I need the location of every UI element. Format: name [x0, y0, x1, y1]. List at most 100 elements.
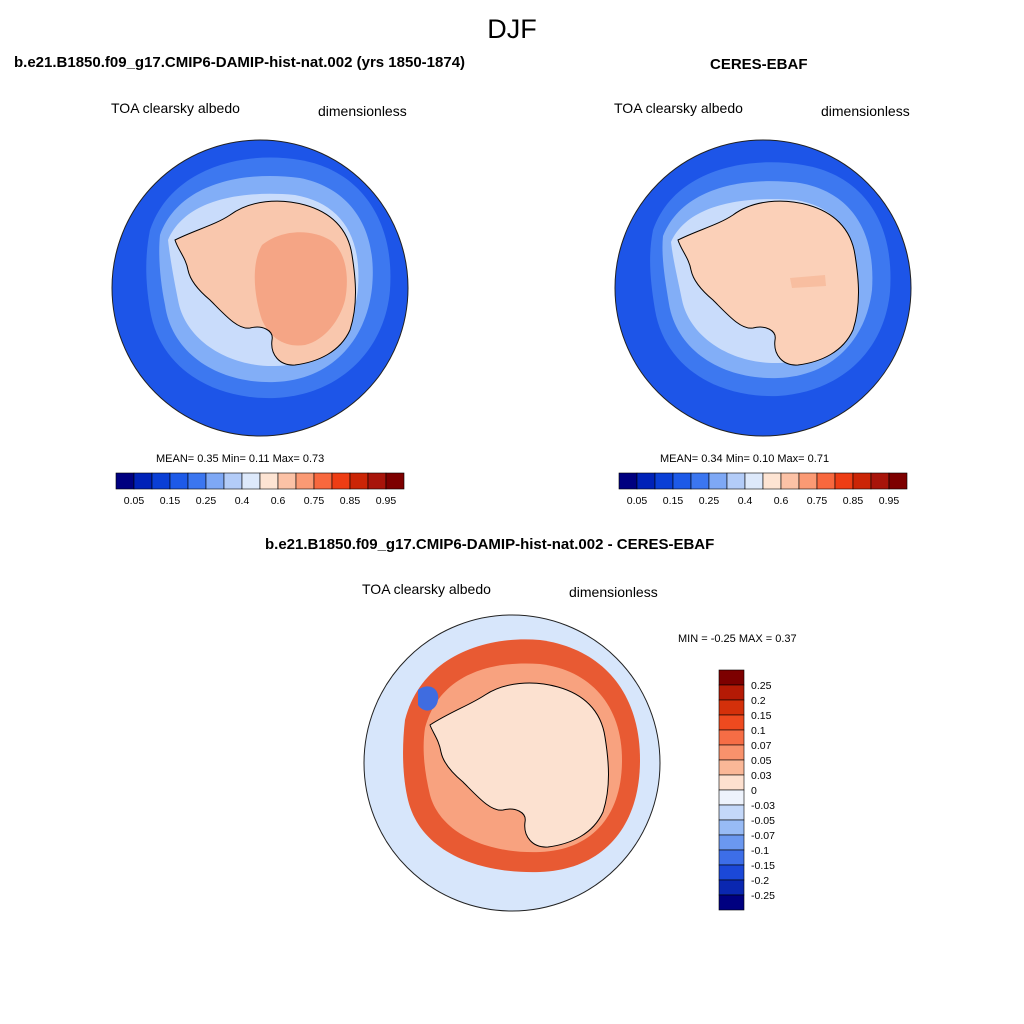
- diff-colorbar-swatch-12: [718, 849, 745, 866]
- diff-colorbar-swatch-3: [718, 714, 745, 731]
- diff-colorbar-swatch-4: [718, 729, 745, 746]
- diff-colorbar-tick-label-5: 0.05: [751, 755, 772, 767]
- panel1-map-border: [111, 139, 409, 437]
- panel2-colorbar-swatch-13: [852, 472, 872, 490]
- panel2-colorbar: 0.05 0.15 0.25 0.4 0.6 0.75 0.85 0.95: [618, 472, 908, 507]
- panel1-case-title: b.e21.B1850.f09_g17.CMIP6-DAMIP-hist-nat…: [14, 54, 466, 71]
- panel1-colorbar-swatch-15: [385, 472, 405, 490]
- diff-colorbar-tick-label-7: 0: [751, 785, 757, 797]
- panel2-coastline: [677, 200, 859, 366]
- panel1-colorbar-tick-label-4: 0.6: [271, 495, 286, 507]
- panel2-units-label: dimensionless: [821, 103, 910, 119]
- panel2-colorbar-swatch-2: [654, 472, 674, 490]
- panel1-colorbar-tick-label-1: 0.15: [160, 495, 181, 507]
- panel2-case-title: CERES-EBAF: [710, 56, 808, 73]
- panel2-plateau: [790, 275, 826, 288]
- panel1-colorbar-swatch-10: [295, 472, 315, 490]
- panel1-colorbar-swatch-5: [205, 472, 225, 490]
- diff-variable-label: TOA clearsky albedo: [362, 581, 491, 597]
- panel1-stats: MEAN= 0.35 Min= 0.11 Max= 0.73: [156, 453, 325, 465]
- diff-colorbar-tick-label-8: -0.03: [751, 800, 775, 812]
- panel2-colorbar-swatch-14: [870, 472, 890, 490]
- diff-colorbar-swatch-2: [718, 699, 745, 716]
- panel1-colorbar-tick-label-6: 0.85: [340, 495, 361, 507]
- panel2-colorbar-swatch-10: [798, 472, 818, 490]
- panel1-colorbar-swatch-0: [115, 472, 135, 490]
- panel1-colorbar-tick-label-2: 0.25: [196, 495, 217, 507]
- diff-colorbar-swatch-11: [718, 834, 745, 851]
- panel1-colorbar-swatch-3: [169, 472, 189, 490]
- diff-colorbar-swatch-15: [718, 894, 745, 911]
- panel2-antarctica: [678, 201, 859, 366]
- diff-colorbar-tick-label-2: 0.15: [751, 710, 772, 722]
- diff-colorbar-tick-label-4: 0.07: [751, 740, 772, 752]
- diff-colorbar-swatch-14: [718, 879, 745, 896]
- panel1-colorbar-tick-label-0: 0.05: [124, 495, 145, 507]
- panel2-colorbar-swatch-4: [690, 472, 710, 490]
- diff-stats: MIN = -0.25 MAX = 0.37: [678, 633, 797, 645]
- diff-antarctica: [430, 683, 609, 848]
- panel1-polar-map: [112, 140, 408, 436]
- diff-colorbar-swatch-8: [718, 789, 745, 806]
- diff-coastline: [429, 682, 609, 848]
- panel2-colorbar-swatch-11: [816, 472, 836, 490]
- panel2-colorbar-tick-label-3: 0.4: [738, 495, 753, 507]
- panel2-map-border: [614, 139, 912, 437]
- panel1-units-label: dimensionless: [318, 103, 407, 119]
- panel2-colorbar-tick-label-4: 0.6: [774, 495, 789, 507]
- panel1-colorbar-swatch-4: [187, 472, 207, 490]
- panel1-colorbar-swatch-1: [133, 472, 153, 490]
- diff-colorbar-swatch-6: [718, 759, 745, 776]
- diff-panel-title: b.e21.B1850.f09_g17.CMIP6-DAMIP-hist-nat…: [265, 536, 715, 553]
- panel2-colorbar-tick-label-5: 0.75: [807, 495, 828, 507]
- panel1-colorbar-swatch-13: [349, 472, 369, 490]
- panel2-colorbar-swatch-12: [834, 472, 854, 490]
- panel2-colorbar-swatch-15: [888, 472, 908, 490]
- panel2-colorbar-tick-label-6: 0.85: [843, 495, 864, 507]
- panel1-colorbar-swatch-2: [151, 472, 171, 490]
- panel1-colorbar-swatch-12: [331, 472, 351, 490]
- panel2-colorbar-swatch-0: [618, 472, 638, 490]
- diff-colorbar-tick-label-3: 0.1: [751, 725, 766, 737]
- figure-title: DJF: [487, 14, 537, 44]
- diff-colorbar-tick-label-11: -0.1: [751, 845, 769, 857]
- panel2-colorbar-swatch-9: [780, 472, 800, 490]
- diff-colorbar-swatch-10: [718, 819, 745, 836]
- diff-colorbar-tick-label-13: -0.2: [751, 875, 769, 887]
- panel2-colorbar-swatch-6: [726, 472, 746, 490]
- diff-colorbar: 0.25 0.2 0.15 0.1 0.07 0.05 0.03 0 -0.03 -0.05 -0.…: [718, 669, 775, 911]
- panel1-colorbar-swatch-11: [313, 472, 333, 490]
- diff-colorbar-swatch-7: [718, 774, 745, 791]
- panel1-variable-label: TOA clearsky albedo: [111, 100, 240, 116]
- diff-colorbar-tick-label-6: 0.03: [751, 770, 772, 782]
- panel1-colorbar-tick-label-5: 0.75: [304, 495, 325, 507]
- panel1-coastline: [174, 200, 356, 366]
- panel2-variable-label: TOA clearsky albedo: [614, 100, 743, 116]
- diff-polar-map: [364, 615, 660, 911]
- diff-colorbar-swatch-13: [718, 864, 745, 881]
- panel2-stats: MEAN= 0.34 Min= 0.10 Max= 0.71: [660, 453, 830, 465]
- panel1-colorbar-swatch-9: [277, 472, 297, 490]
- panel1-colorbar-tick-label-3: 0.4: [235, 495, 250, 507]
- diff-negative-anomaly: [418, 686, 439, 711]
- panel2-colorbar-swatch-3: [672, 472, 692, 490]
- panel1-colorbar-tick-label-7: 0.95: [376, 495, 397, 507]
- panel1-colorbar-swatch-14: [367, 472, 387, 490]
- diff-colorbar-tick-label-0: 0.25: [751, 680, 772, 692]
- diff-units-label: dimensionless: [569, 584, 658, 600]
- diff-colorbar-swatch-5: [718, 744, 745, 761]
- panel2-colorbar-swatch-5: [708, 472, 728, 490]
- panel1-colorbar: 0.05 0.15 0.25 0.4 0.6 0.75 0.85 0.95: [115, 472, 405, 507]
- panel2-colorbar-tick-label-7: 0.95: [879, 495, 900, 507]
- panel1-colorbar-swatch-8: [259, 472, 279, 490]
- diff-map-border: [363, 614, 661, 912]
- diff-colorbar-swatch-9: [718, 804, 745, 821]
- diff-colorbar-tick-label-14: -0.25: [751, 890, 775, 902]
- panel2-colorbar-swatch-7: [744, 472, 764, 490]
- diff-colorbar-tick-label-10: -0.07: [751, 830, 775, 842]
- panel2-polar-map: [615, 140, 911, 436]
- diff-colorbar-tick-label-9: -0.05: [751, 815, 775, 827]
- panel1-plateau: [254, 232, 347, 346]
- diff-colorbar-swatch-0: [718, 669, 745, 686]
- diff-colorbar-tick-label-1: 0.2: [751, 695, 766, 707]
